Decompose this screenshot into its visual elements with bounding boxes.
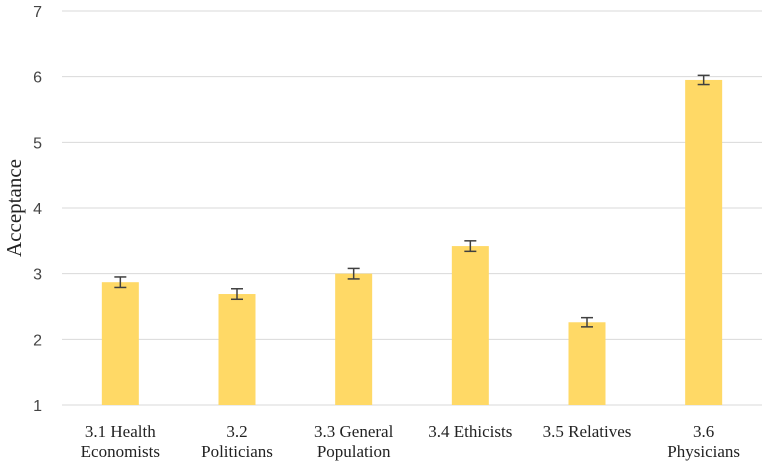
bar	[101, 282, 139, 405]
y-tick-label: 7	[33, 4, 42, 21]
bar	[451, 246, 489, 405]
gridlines	[62, 10, 762, 406]
x-tick-label-line: 3.4 Ethicists	[428, 422, 512, 441]
x-tick-label-line: 3.5 Relatives	[543, 422, 632, 441]
x-tick-label: 3.4 Ethicists	[428, 422, 512, 441]
bar	[218, 294, 256, 405]
y-tick-label: 1	[33, 398, 42, 415]
error-bars	[114, 74, 710, 328]
error-bar	[231, 288, 243, 301]
error-bar	[347, 267, 360, 280]
x-tick-label: 3.3 General Population	[314, 422, 394, 461]
x-tick-label: 3.2 Politicians	[201, 422, 273, 461]
y-tick-label: 3	[33, 267, 42, 284]
bar	[335, 273, 373, 405]
x-tick-label-line: Economists	[81, 442, 160, 461]
x-tick-label-line: 3.1 Health	[85, 422, 156, 441]
error-bar	[581, 316, 593, 328]
x-tick-label-line: Physicians	[667, 442, 740, 461]
bar	[568, 322, 606, 405]
bars	[101, 79, 723, 405]
x-tick-label: 3.5 Relatives	[543, 422, 632, 441]
y-axis-ticks: 1 2 3 4 5 6 7	[33, 4, 42, 415]
error-bar	[697, 74, 710, 86]
error-bar	[114, 276, 127, 289]
x-tick-label: 3.1 Health Economists	[81, 422, 160, 461]
x-tick-label-line: Population	[317, 442, 391, 461]
x-tick-label-line: 3.3 General	[314, 422, 394, 441]
bar	[685, 79, 723, 405]
y-axis-label: Acceptance	[2, 159, 26, 257]
x-tick-label-line: Politicians	[201, 442, 273, 461]
y-tick-label: 4	[33, 201, 42, 218]
x-tick-label-line: 3.6	[693, 422, 714, 441]
x-axis-ticks: 3.1 Health Economists 3.2 Politicians 3.3 Ge…	[81, 422, 740, 461]
error-bar	[464, 240, 477, 253]
y-tick-label: 6	[33, 70, 42, 87]
x-tick-label-line: 3.2	[226, 422, 247, 441]
x-tick-label: 3.6 Physicians	[667, 422, 740, 461]
y-tick-label: 5	[33, 135, 42, 152]
y-tick-label: 2	[33, 332, 42, 349]
